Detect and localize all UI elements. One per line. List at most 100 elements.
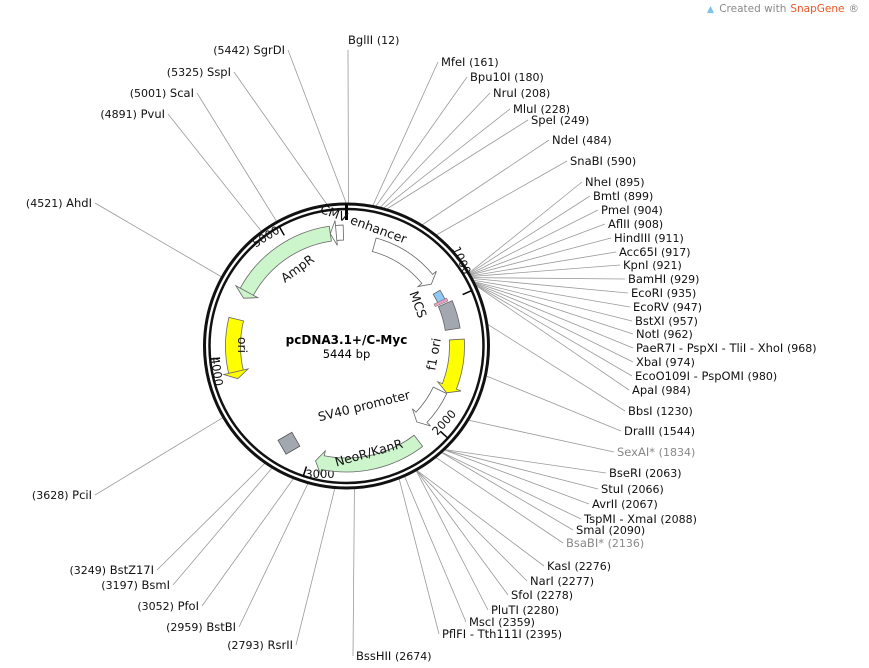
enzyme-name: AvrII bbox=[592, 497, 621, 511]
enzyme-position: (2280) bbox=[523, 604, 560, 617]
enzyme-site-nrui[interactable]: NruI (208) bbox=[493, 86, 550, 100]
enzyme-position: (5325) bbox=[167, 66, 204, 79]
enzyme-site-pluti[interactable]: PluTI (2280) bbox=[491, 603, 559, 617]
enzyme-position: (974) bbox=[665, 356, 695, 369]
enzyme-name: PflFI - Tth111I bbox=[442, 627, 525, 641]
enzyme-leader-line bbox=[444, 449, 599, 490]
enzyme-name: ScaI bbox=[166, 86, 194, 100]
enzyme-site-hindiii[interactable]: HindIII (911) bbox=[614, 231, 684, 245]
enzyme-site-ecoo109i-pspomi[interactable]: EcoO109I - PspOMI (980) bbox=[635, 369, 777, 383]
enzyme-name: NarI bbox=[530, 574, 557, 588]
feature-ori[interactable] bbox=[222, 316, 250, 380]
enzyme-position: (980) bbox=[748, 370, 778, 383]
enzyme-site-pvui[interactable]: (4891) PvuI bbox=[100, 107, 165, 121]
enzyme-position: (1544) bbox=[658, 425, 695, 438]
enzyme-position: (947) bbox=[673, 301, 703, 314]
enzyme-site-bbsi[interactable]: BbsI (1230) bbox=[628, 404, 693, 418]
enzyme-site-paer7i-pspxi-tlii-xhoi[interactable]: PaeR7I - PspXI - TliI - XhoI (968) bbox=[636, 341, 817, 355]
enzyme-leader-line bbox=[94, 417, 223, 496]
enzyme-site-acc65i[interactable]: Acc65I (917) bbox=[619, 245, 691, 259]
enzyme-site-draiii[interactable]: DraIII (1544) bbox=[624, 424, 695, 438]
enzyme-site-kasi[interactable]: KasI (2276) bbox=[547, 559, 611, 573]
enzyme-site-sgrdi[interactable]: (5442) SgrDI bbox=[213, 43, 285, 57]
feature-sv40-promoter[interactable] bbox=[412, 386, 448, 427]
enzyme-site-ecori[interactable]: EcoRI (935) bbox=[631, 286, 696, 300]
feature-polya-signal[interactable] bbox=[277, 431, 301, 455]
enzyme-site-tspmi-xmai[interactable]: TspMI - XmaI (2088) bbox=[583, 512, 697, 526]
enzyme-position: (917) bbox=[661, 246, 691, 259]
enzyme-site-bstz17i[interactable]: (3249) BstZ17I bbox=[69, 563, 154, 577]
enzyme-site-bglii[interactable]: BglII (12) bbox=[348, 33, 399, 47]
feature-cmv-enhancer[interactable] bbox=[371, 237, 437, 288]
enzyme-name: NruI bbox=[493, 86, 521, 100]
enzyme-name: SgrDI bbox=[250, 43, 285, 57]
feature-neor-kanr[interactable] bbox=[315, 434, 424, 476]
enzyme-position: (984) bbox=[661, 384, 691, 397]
feature-f1-ori[interactable] bbox=[436, 338, 465, 394]
feature-region-9[interactable] bbox=[329, 220, 344, 246]
enzyme-site-bstxi[interactable]: BstXI (957) bbox=[635, 314, 698, 328]
enzyme-position: (908) bbox=[634, 218, 664, 231]
enzyme-site-mfei[interactable]: MfeI (161) bbox=[441, 55, 499, 69]
enzyme-leader-line bbox=[469, 181, 583, 274]
enzyme-name: PfoI bbox=[174, 599, 199, 613]
enzyme-site-bseri[interactable]: BseRI (2063) bbox=[609, 466, 682, 480]
enzyme-position: (484) bbox=[582, 134, 612, 147]
enzyme-site-nhei[interactable]: NheI (895) bbox=[585, 175, 645, 189]
enzyme-leader-line bbox=[436, 160, 568, 236]
enzyme-site-spei[interactable]: SpeI (249) bbox=[531, 113, 589, 127]
enzyme-site-apai[interactable]: ApaI (984) bbox=[632, 383, 691, 397]
enzyme-site-bamhi[interactable]: BamHI (929) bbox=[628, 272, 699, 286]
enzyme-site-mlui[interactable]: MluI (228) bbox=[513, 102, 570, 116]
enzyme-site-nari[interactable]: NarI (2277) bbox=[530, 574, 594, 588]
enzyme-leader-line bbox=[398, 478, 440, 635]
enzyme-site-sexai-[interactable]: SexAI* (1834) bbox=[617, 445, 695, 459]
enzyme-site-smai[interactable]: SmaI (2090) bbox=[576, 523, 645, 537]
enzyme-site-xbai[interactable]: XbaI (974) bbox=[636, 355, 695, 369]
enzyme-leader-line bbox=[475, 285, 630, 391]
enzyme-site-bstbi[interactable]: (2959) BstBI bbox=[166, 620, 236, 634]
enzyme-site-msci[interactable]: MscI (2359) bbox=[469, 615, 535, 629]
enzyme-leader-line bbox=[404, 476, 467, 623]
enzyme-site-sfoi[interactable]: SfoI (2278) bbox=[511, 588, 573, 602]
enzyme-position: (2277) bbox=[557, 575, 594, 588]
enzyme-site-scai[interactable]: (5001) ScaI bbox=[130, 86, 194, 100]
enzyme-site-rsrii[interactable]: (2793) RsrII bbox=[227, 638, 293, 652]
enzyme-site-bsabi-[interactable]: BsaBI* (2136) bbox=[566, 536, 644, 550]
enzyme-site-pcii[interactable]: (3628) PciI bbox=[32, 488, 92, 502]
enzyme-site-pfoi[interactable]: (3052) PfoI bbox=[137, 599, 199, 613]
enzyme-site-sspi[interactable]: (5325) SspI bbox=[167, 65, 231, 79]
enzyme-name: Acc65I bbox=[619, 245, 661, 259]
enzyme-site-ahdi[interactable]: (4521) AhdI bbox=[26, 196, 92, 210]
enzyme-site-bsmi[interactable]: (3197) BsmI bbox=[101, 578, 170, 592]
enzyme-site-stui[interactable]: StuI (2066) bbox=[601, 482, 664, 496]
enzyme-leader-line bbox=[474, 281, 633, 322]
feature-ampr[interactable] bbox=[234, 225, 332, 299]
enzyme-position: (2088) bbox=[660, 513, 697, 526]
enzyme-site-ndei[interactable]: NdeI (484) bbox=[552, 133, 612, 147]
enzyme-site-noti[interactable]: NotI (962) bbox=[636, 327, 693, 341]
enzyme-position: (935) bbox=[667, 287, 697, 300]
enzyme-site-snabi[interactable]: SnaBI (590) bbox=[570, 154, 636, 168]
enzyme-name: NdeI bbox=[552, 133, 582, 147]
enzyme-leader-line bbox=[471, 264, 621, 277]
enzyme-name: BglII bbox=[348, 33, 377, 47]
enzyme-site-pflfi-tth111i[interactable]: PflFI - Tth111I (2395) bbox=[442, 627, 562, 641]
enzyme-name: BstZ17I bbox=[106, 563, 154, 577]
enzyme-site-avrii[interactable]: AvrII (2067) bbox=[592, 497, 658, 511]
feature-region-2[interactable] bbox=[437, 300, 461, 331]
enzyme-name: EcoRI bbox=[631, 286, 667, 300]
enzyme-leader-line bbox=[441, 452, 574, 531]
enzyme-name: SexAI* bbox=[617, 445, 659, 459]
enzyme-site-bsshii[interactable]: BssHII (2674) bbox=[356, 649, 432, 663]
enzyme-position: (2793) bbox=[227, 639, 264, 652]
enzyme-name: TspMI - XmaI bbox=[583, 512, 660, 526]
enzyme-site-bpu10i[interactable]: Bpu10I (180) bbox=[470, 70, 544, 84]
enzyme-site-kpni[interactable]: KpnI (921) bbox=[623, 258, 682, 272]
enzyme-site-pmei[interactable]: PmeI (904) bbox=[601, 203, 663, 217]
enzyme-site-aflii[interactable]: AflII (908) bbox=[608, 217, 663, 231]
enzyme-site-ecorv[interactable]: EcoRV (947) bbox=[633, 300, 702, 314]
enzyme-leader-line bbox=[444, 449, 590, 505]
enzyme-site-bmti[interactable]: BmtI (899) bbox=[593, 189, 653, 203]
enzyme-leader-line bbox=[422, 139, 550, 226]
